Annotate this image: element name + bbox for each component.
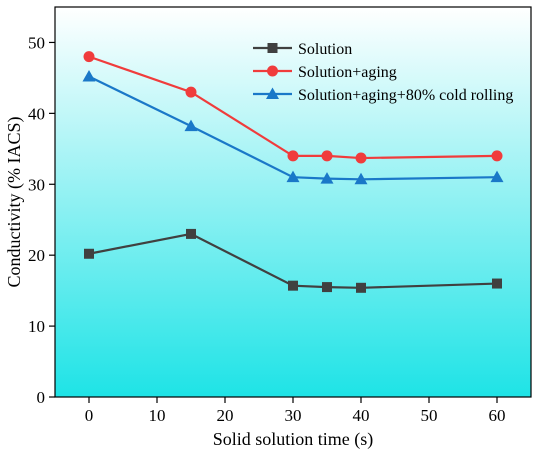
legend: Solution Solution+aging Solution+aging+80%… xyxy=(253,41,513,104)
x-tick-label: 50 xyxy=(421,406,438,425)
y-axis-label: Conductivity (% IACS) xyxy=(4,117,25,288)
data-point-series-1 xyxy=(322,282,332,293)
x-tick-label: 40 xyxy=(353,406,370,425)
y-tick-label: 40 xyxy=(28,104,45,123)
data-point-series-2 xyxy=(355,152,367,164)
y-tick-label: 30 xyxy=(28,175,45,194)
data-point-series-2 xyxy=(83,51,95,63)
data-point-series-3 xyxy=(320,172,334,184)
x-tick-label: 10 xyxy=(149,406,166,425)
legend-marker-2 xyxy=(267,65,278,77)
legend-marker-1 xyxy=(267,43,278,53)
data-point-series-2 xyxy=(185,86,197,98)
x-tick-label: 20 xyxy=(217,406,234,425)
data-point-series-2 xyxy=(287,150,299,162)
x-tick-label: 60 xyxy=(489,406,506,425)
data-point-series-1 xyxy=(356,282,366,293)
data-point-series-3 xyxy=(354,172,368,185)
legend-label-3: Solution+aging+80% cold rolling xyxy=(298,87,513,104)
data-point-series-2 xyxy=(321,150,333,162)
y-tick-label: 50 xyxy=(28,33,45,52)
data-point-series-2 xyxy=(491,150,503,162)
data-point-series-1 xyxy=(186,228,196,239)
data-point-series-3 xyxy=(82,69,96,82)
series-line-3 xyxy=(88,75,498,181)
x-axis-label: Solid solution time (s) xyxy=(213,429,374,450)
data-point-series-1 xyxy=(288,280,298,291)
y-tick-label: 20 xyxy=(28,246,45,265)
data-point-series-1 xyxy=(84,248,94,259)
x-tick-label: 0 xyxy=(85,406,94,425)
legend-label-1: Solution xyxy=(298,41,352,58)
data-point-series-3 xyxy=(490,170,504,183)
series-line-1 xyxy=(88,232,498,289)
legend-marker-3 xyxy=(266,87,279,99)
y-tick-label: 0 xyxy=(37,388,46,407)
y-tick-label: 10 xyxy=(28,317,45,336)
x-tick-label: 30 xyxy=(285,406,302,425)
plot-area xyxy=(55,7,531,397)
data-point-series-3 xyxy=(286,170,300,183)
series-line-2 xyxy=(88,55,498,160)
legend-label-2: Solution+aging xyxy=(298,64,397,81)
data-point-series-1 xyxy=(492,278,502,289)
data-point-series-3 xyxy=(184,119,198,132)
